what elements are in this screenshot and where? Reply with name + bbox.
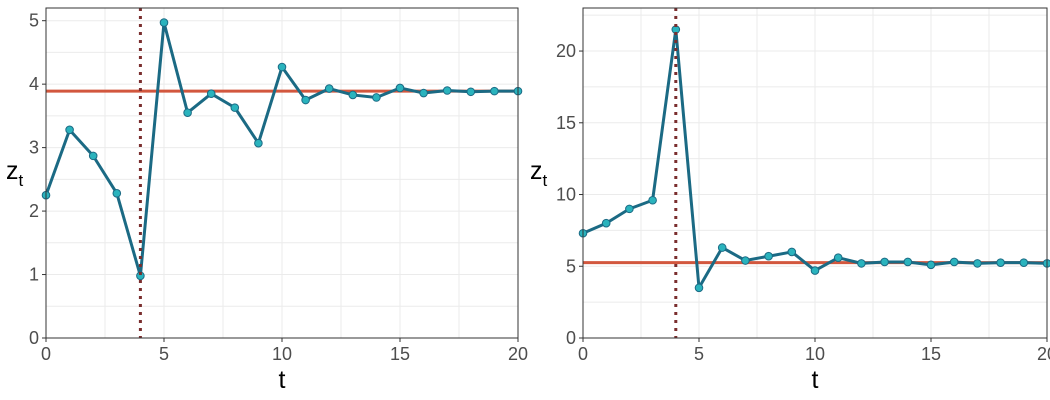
data-point [926, 260, 936, 270]
y-tick-label: 1 [29, 265, 39, 285]
y-axis-title-main: z [530, 157, 543, 185]
y-tick-label: 2 [29, 201, 39, 221]
x-tick-label: 0 [578, 344, 588, 364]
data-point [625, 204, 634, 214]
data-point [1019, 258, 1029, 267]
x-tick-label: 15 [921, 344, 941, 364]
data-point [996, 258, 1005, 267]
y-tick-label: 0 [566, 328, 576, 348]
y-axis-title-subscript: t [19, 171, 24, 190]
x-tick-label: 5 [694, 344, 704, 364]
data-point [348, 90, 358, 100]
x-tick-label: 20 [1037, 344, 1050, 364]
x-tick-label: 10 [805, 344, 825, 364]
data-point [764, 251, 773, 261]
data-point [65, 125, 74, 135]
data-point [880, 257, 889, 267]
y-axis-title: zt [6, 157, 24, 190]
x-tick-label: 20 [508, 344, 528, 364]
data-point [442, 86, 452, 95]
data-point [973, 259, 982, 268]
data-point [159, 18, 169, 27]
x-tick-label: 5 [159, 344, 169, 364]
data-point [395, 83, 405, 93]
data-point [648, 195, 657, 205]
data-point [601, 218, 611, 228]
data-point [206, 89, 216, 98]
data-point [88, 151, 98, 161]
y-axis-title: zt [530, 157, 548, 190]
data-point [741, 256, 750, 265]
y-tick-label: 4 [29, 74, 39, 94]
y-tick-label: 20 [556, 41, 576, 61]
data-point [419, 88, 428, 98]
data-point [301, 95, 310, 105]
x-axis-title: t [279, 366, 286, 394]
data-point [810, 266, 820, 275]
data-point [857, 259, 866, 268]
data-point [466, 87, 476, 97]
x-tick-label: 10 [272, 344, 292, 364]
x-tick-label: 0 [41, 344, 51, 364]
y-tick-label: 10 [556, 185, 576, 205]
y-tick-label: 5 [29, 11, 39, 31]
x-tick-label: 15 [390, 344, 410, 364]
data-point [254, 138, 263, 148]
data-point [277, 62, 287, 72]
data-point [230, 103, 240, 112]
data-point [694, 283, 704, 293]
data-point [717, 243, 727, 252]
data-point [112, 189, 122, 198]
data-point [490, 86, 499, 96]
x-axis-title: t [812, 366, 819, 394]
data-point [324, 84, 334, 93]
data-point [833, 253, 843, 262]
y-tick-label: 15 [556, 113, 576, 133]
chart-panel-2: 0510152005101520tzt [530, 7, 1050, 394]
y-axis-title-main: z [6, 157, 19, 185]
y-tick-label: 3 [29, 138, 39, 158]
data-point [949, 257, 959, 267]
y-tick-label: 5 [566, 256, 576, 276]
data-point [372, 93, 381, 102]
y-tick-label: 0 [29, 328, 39, 348]
data-point [903, 257, 913, 267]
data-point [787, 247, 797, 257]
data-point [183, 108, 192, 118]
y-axis-title-subscript: t [543, 171, 548, 190]
